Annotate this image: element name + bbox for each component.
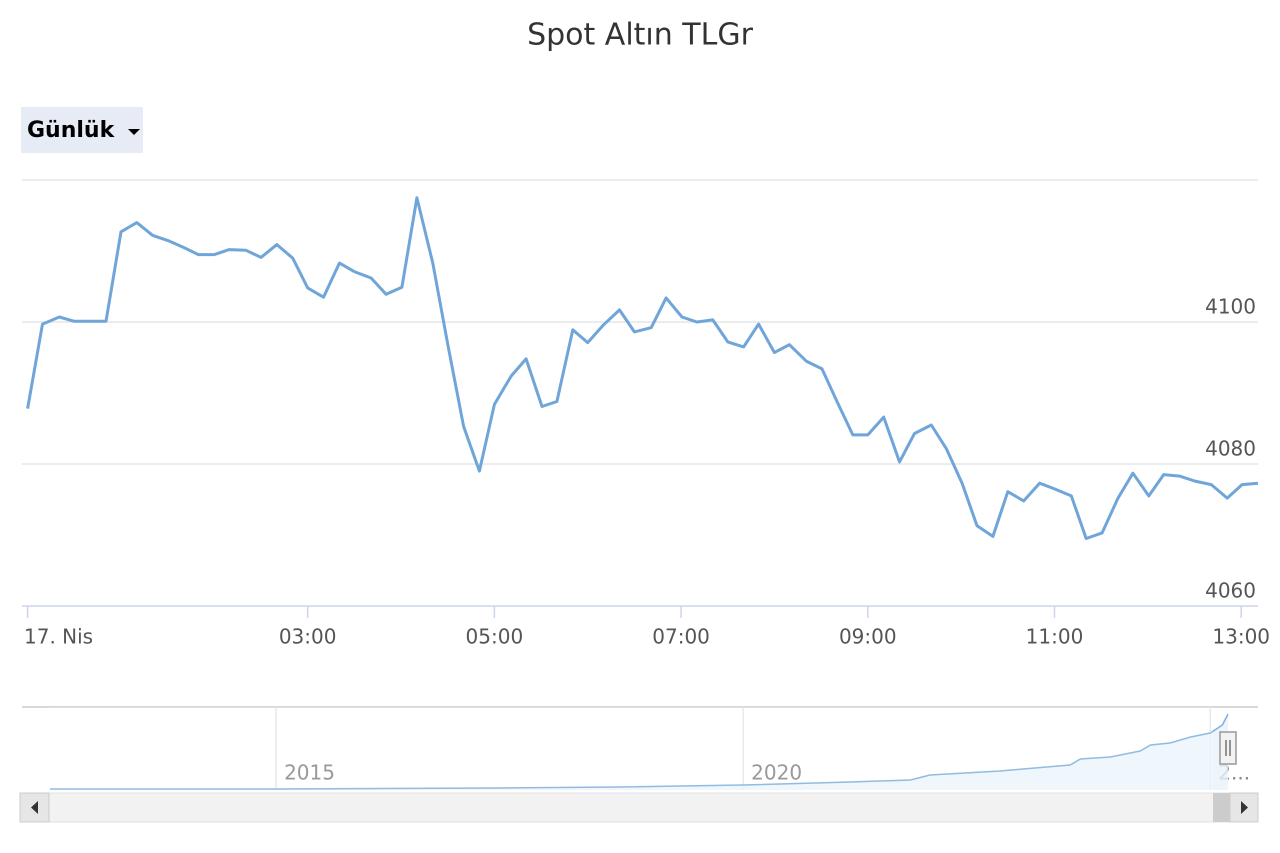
series-line — [26, 196, 1259, 540]
navigator-area — [50, 714, 1228, 790]
arrow-right — [1241, 801, 1248, 814]
y-tick-label: 4060 — [1205, 579, 1256, 603]
dropdown-arrow[interactable] — [128, 129, 140, 135]
y-tick-label: 4100 — [1205, 295, 1256, 319]
navigator-tick-label: 2015 — [284, 761, 335, 785]
navigator-tick-label: 2020 — [751, 761, 802, 785]
scrollbar-thumb[interactable] — [1213, 793, 1230, 822]
plot: 4060 4080 4100 17. Nis 03:00 05:00 07:00 09:00 1… — [22, 196, 1270, 649]
x-tick-label: 03:00 — [279, 625, 337, 649]
x-tick-label: 17. Nis — [24, 625, 93, 649]
range-button[interactable] — [21, 107, 143, 153]
navigator-mask — [50, 707, 1213, 790]
arrow-left — [31, 801, 38, 814]
range-selector[interactable]: Günlük — [21, 107, 143, 153]
range-label[interactable]: Günlük — [27, 118, 116, 143]
x-tick-label: 09:00 — [839, 625, 897, 649]
scrollbar[interactable] — [19, 792, 1259, 823]
y-tick-label: 4080 — [1205, 437, 1256, 461]
x-tick-label: 11:00 — [1026, 625, 1084, 649]
scrollbar-track[interactable] — [19, 792, 1259, 823]
navigator-handle[interactable] — [1219, 731, 1237, 765]
navigator: 201520202... — [22, 706, 1258, 790]
x-tick-label: 13:00 — [1212, 625, 1270, 649]
navigator-line — [50, 713, 1229, 790]
chart-title: Spot Altın TLGr — [527, 18, 754, 53]
x-tick-label: 07:00 — [652, 625, 710, 649]
x-tick-label: 05:00 — [466, 625, 524, 649]
